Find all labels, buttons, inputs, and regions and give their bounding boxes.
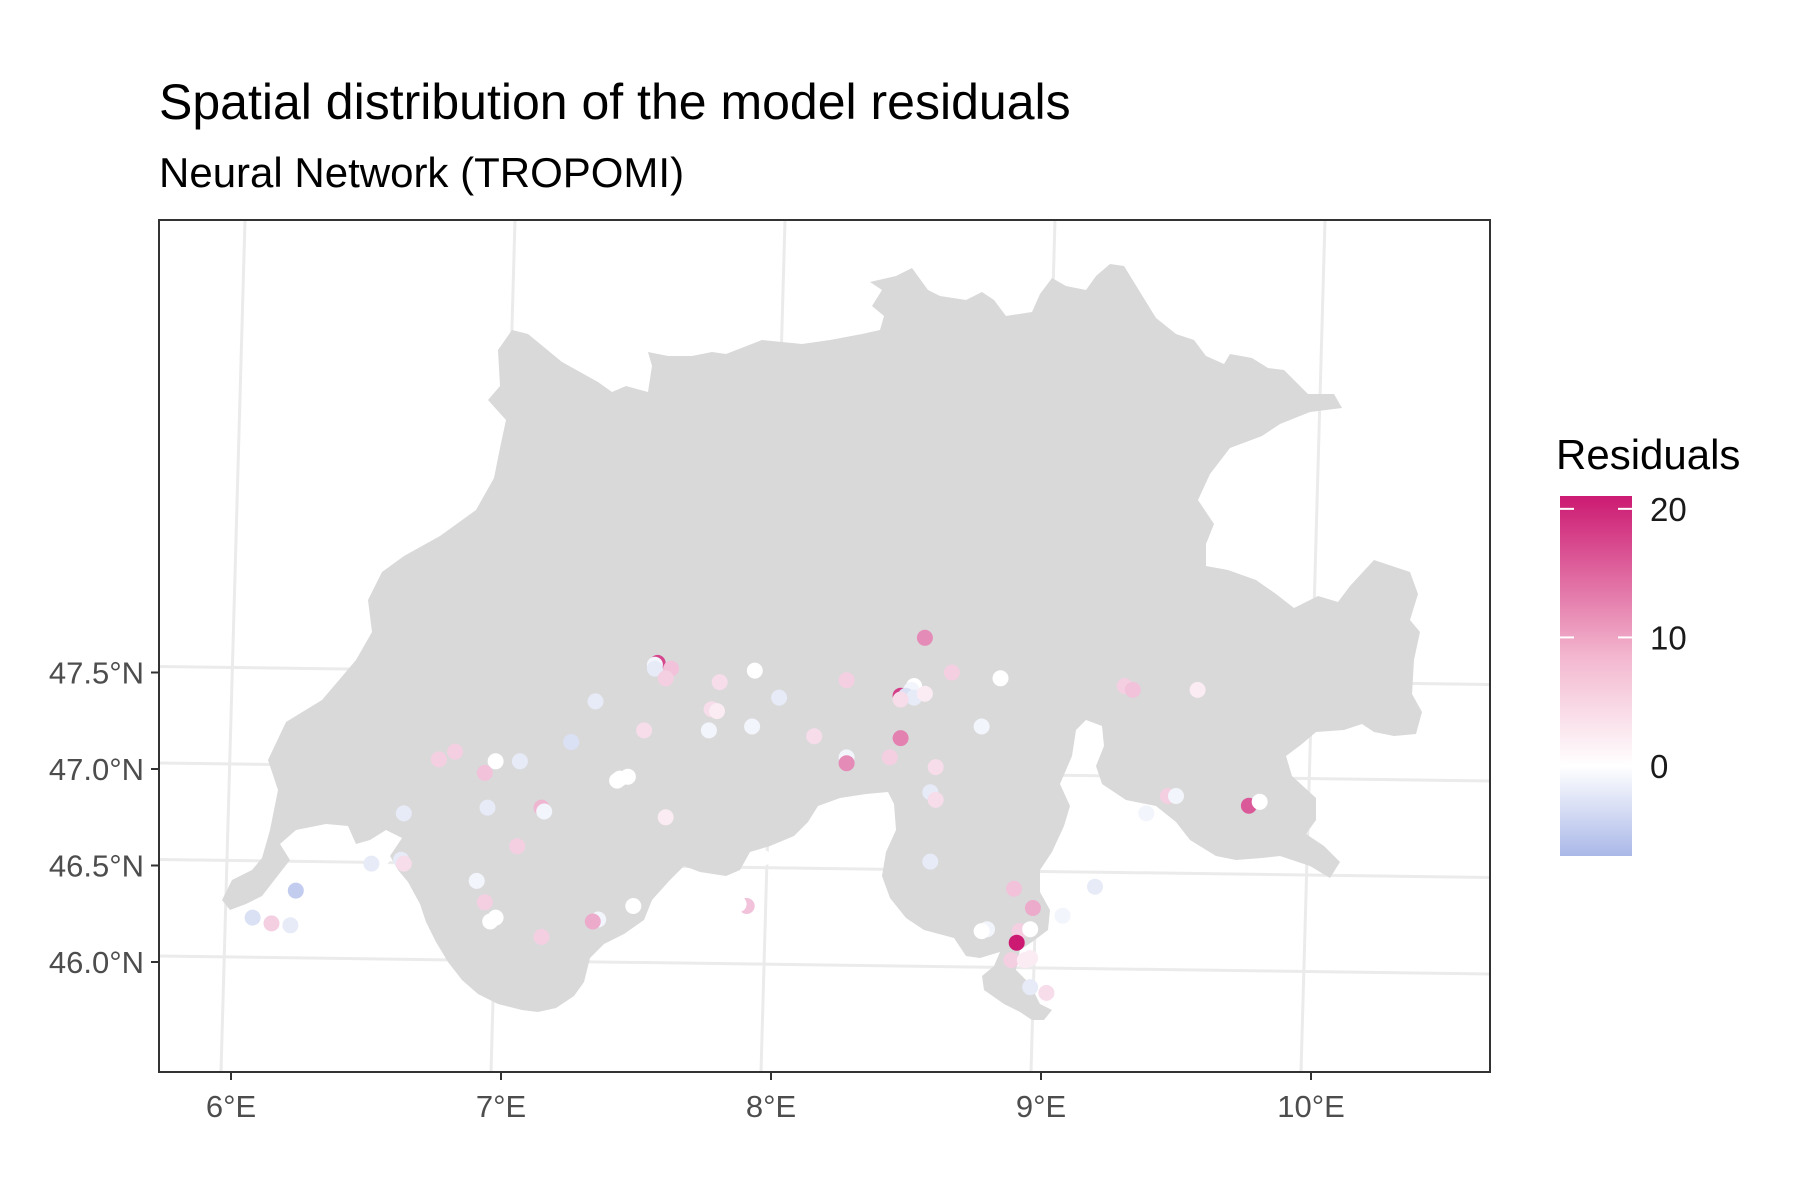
residual-point-70 (730, 896, 747, 913)
residual-point-40 (476, 764, 493, 781)
residual-point-63 (468, 872, 485, 889)
residual-point-32 (447, 743, 464, 760)
residual-point-35 (511, 753, 528, 770)
residual-point-53 (395, 805, 412, 822)
chart-title: Spatial distribution of the model residu… (159, 74, 1071, 130)
residual-point-25 (744, 718, 761, 735)
residual-point-88 (1022, 950, 1039, 967)
residual-point-67 (476, 894, 493, 911)
residual-point-6 (711, 674, 728, 691)
residual-point-61 (754, 849, 771, 866)
residual-point-59 (395, 855, 412, 872)
y-tick-label-1: 46.5°N (49, 849, 144, 884)
residual-point-4 (657, 670, 674, 687)
x-tick-label-0: 6°E (206, 1089, 256, 1124)
residual-point-65 (1006, 880, 1022, 897)
residual-point-38 (881, 749, 898, 766)
residual-point-29 (892, 730, 909, 747)
residual-point-37 (838, 755, 855, 772)
residual-point-39 (927, 759, 944, 776)
residual-point-60 (363, 855, 380, 872)
residual-point-84 (533, 928, 550, 945)
parallel-0 (159, 954, 1490, 976)
residual-point-79 (282, 917, 299, 934)
y-tick-label-0: 46.0°N (49, 945, 144, 980)
residual-point-85 (1008, 934, 1025, 951)
residual-point-46 (1168, 788, 1184, 804)
legend-ticks: 20 10 0 (1560, 491, 1687, 785)
residual-point-48 (1251, 793, 1268, 810)
x-tick-label-1: 7°E (476, 1089, 526, 1124)
x-tick-label-4: 10°E (1277, 1089, 1345, 1124)
residual-point-52 (536, 803, 553, 820)
residual-point-34 (487, 753, 504, 770)
residual-point-68 (625, 898, 642, 914)
residual-point-19 (1124, 681, 1141, 698)
x-tick-label-2: 8°E (746, 1089, 796, 1124)
residual-point-28 (806, 728, 823, 745)
residual-point-2 (646, 660, 663, 677)
residual-point-64 (287, 882, 304, 899)
residual-point-31 (563, 734, 580, 750)
x-axis: 6°E 7°E 8°E 9°E 10°E (206, 1072, 1345, 1124)
residual-point-66 (1087, 878, 1103, 895)
residual-point-75 (482, 913, 499, 930)
residual-point-21 (587, 693, 604, 710)
legend-title: Residuals (1556, 431, 1741, 478)
residual-point-26 (700, 722, 717, 739)
residual-point-16 (916, 685, 933, 702)
residual-point-17 (892, 691, 909, 708)
residual-point-86 (1003, 952, 1020, 969)
residual-point-62 (922, 853, 939, 870)
legend-colorbar (1560, 496, 1632, 856)
residual-point-50 (479, 799, 496, 816)
residual-point-7 (838, 672, 855, 689)
y-axis: 46.0°N 46.5°N 47.0°N 47.5°N (49, 656, 159, 980)
residual-point-27 (636, 722, 653, 739)
residual-point-33 (430, 751, 447, 768)
y-tick-label-2: 47.0°N (49, 752, 144, 787)
residual-point-90 (1038, 984, 1055, 1001)
residual-point-55 (1138, 805, 1155, 822)
residual-points (244, 629, 1268, 1001)
residual-point-72 (1054, 907, 1071, 924)
residual-point-43 (609, 772, 626, 789)
switzerland-outline (222, 264, 1422, 1020)
meridian-0 (219, 220, 247, 1072)
legend-label-1: 10 (1650, 619, 1687, 656)
residual-point-49 (927, 791, 944, 808)
residual-point-78 (263, 915, 280, 932)
residual-point-30 (973, 718, 990, 735)
x-tick-label-3: 9°E (1016, 1089, 1066, 1124)
residual-point-56 (509, 838, 526, 855)
chart-subtitle: Neural Network (TROPOMI) (159, 149, 685, 196)
y-tick-label-3: 47.5°N (49, 656, 144, 691)
residual-point-10 (992, 670, 1009, 687)
residual-point-54 (657, 809, 674, 826)
residual-point-77 (584, 913, 601, 930)
residual-point-81 (973, 923, 990, 940)
residual-point-5 (746, 662, 763, 679)
residual-point-24 (709, 703, 725, 720)
residual-point-71 (1024, 900, 1041, 916)
residual-point-83 (1022, 921, 1039, 938)
residual-point-73 (244, 909, 261, 926)
panel-border (158, 219, 1491, 1073)
residual-point-22 (771, 689, 788, 706)
residual-point-20 (1189, 681, 1206, 698)
residual-point-9 (943, 664, 960, 681)
legend: 20 10 0 (1560, 491, 1687, 856)
residual-point-8 (916, 629, 933, 646)
legend-label-0: 20 (1650, 491, 1687, 528)
residual-point-89 (1022, 979, 1039, 996)
legend-label-2: 0 (1650, 748, 1668, 785)
